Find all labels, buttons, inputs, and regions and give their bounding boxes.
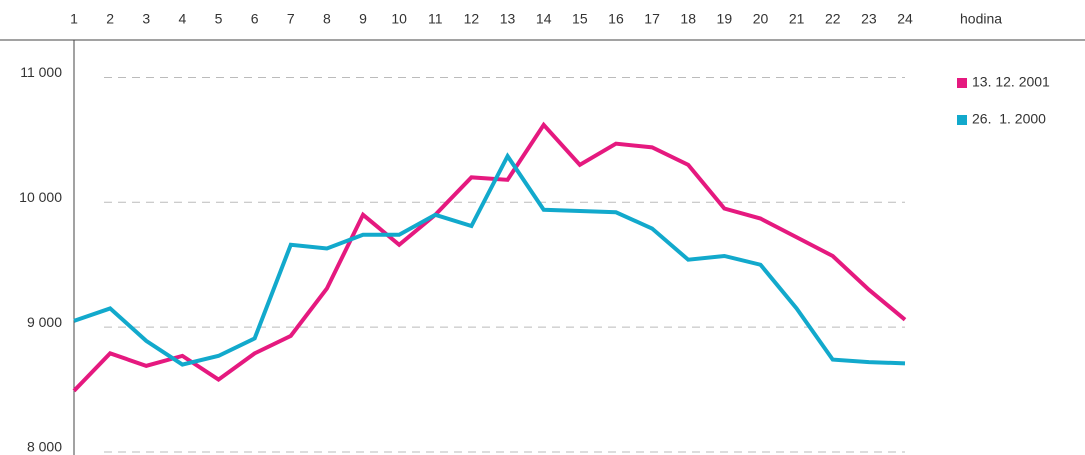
x-tick-label: 8	[323, 11, 331, 27]
x-tick-label: 11	[428, 11, 443, 27]
x-tick-label: 23	[861, 11, 877, 27]
legend-swatch	[957, 115, 967, 125]
y-tick-label: 9 000	[27, 314, 62, 330]
legend-label: 13. 12. 2001	[972, 74, 1050, 90]
x-tick-label: 7	[287, 11, 295, 27]
y-tick-label: 10 000	[19, 189, 62, 205]
x-tick-label: 14	[536, 11, 552, 27]
x-tick-label: 20	[753, 11, 769, 27]
x-tick-label: 10	[391, 11, 407, 27]
y-tick-label: 8 000	[27, 439, 62, 455]
x-tick-label: 16	[608, 11, 624, 27]
x-tick-label: 1	[70, 11, 78, 27]
x-tick-label: 2	[106, 11, 114, 27]
y-tick-label: 11 000	[20, 64, 62, 80]
x-tick-label: 19	[717, 11, 733, 27]
x-tick-label: 18	[680, 11, 696, 27]
x-tick-label: 5	[215, 11, 223, 27]
x-tick-label: 6	[251, 11, 259, 27]
x-tick-label: 21	[789, 11, 805, 27]
legend-label: 26. 1. 2000	[972, 111, 1046, 127]
x-axis-label: hodina	[960, 11, 1002, 27]
x-tick-label: 22	[825, 11, 841, 27]
series-line	[73, 152, 906, 367]
legend-swatch	[957, 78, 967, 88]
x-tick-label: 24	[897, 11, 913, 27]
x-tick-label: 13	[500, 11, 516, 27]
x-tick-label: 9	[359, 11, 367, 27]
x-tick-label: 17	[644, 11, 660, 27]
series-line	[72, 121, 907, 393]
x-tick-label: 4	[178, 11, 186, 27]
x-tick-label: 15	[572, 11, 588, 27]
x-tick-label: 3	[142, 11, 150, 27]
x-tick-label: 12	[464, 11, 480, 27]
